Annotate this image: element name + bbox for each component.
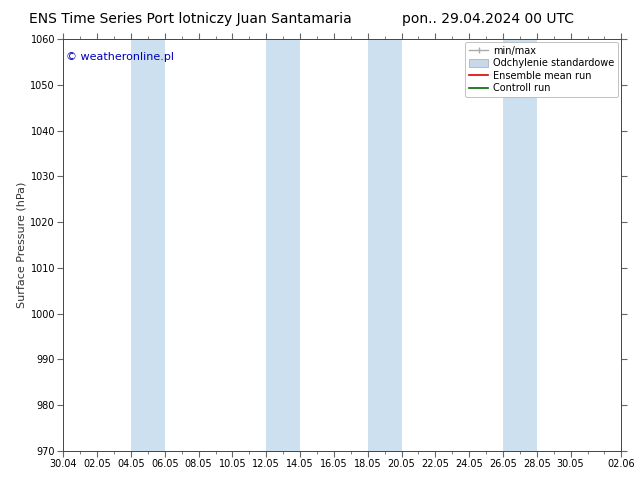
Bar [503, 39, 537, 451]
Y-axis label: Surface Pressure (hPa): Surface Pressure (hPa) [16, 182, 26, 308]
Legend: min/max, Odchylenie standardowe, Ensemble mean run, Controll run: min/max, Odchylenie standardowe, Ensembl… [465, 42, 618, 97]
Bar [131, 39, 165, 451]
Bar [266, 39, 300, 451]
Text: pon.. 29.04.2024 00 UTC: pon.. 29.04.2024 00 UTC [402, 12, 574, 26]
Text: ENS Time Series Port lotniczy Juan Santamaria: ENS Time Series Port lotniczy Juan Santa… [29, 12, 352, 26]
Bar [368, 39, 401, 451]
Bar [621, 39, 634, 451]
Text: © weatheronline.pl: © weatheronline.pl [66, 51, 174, 62]
